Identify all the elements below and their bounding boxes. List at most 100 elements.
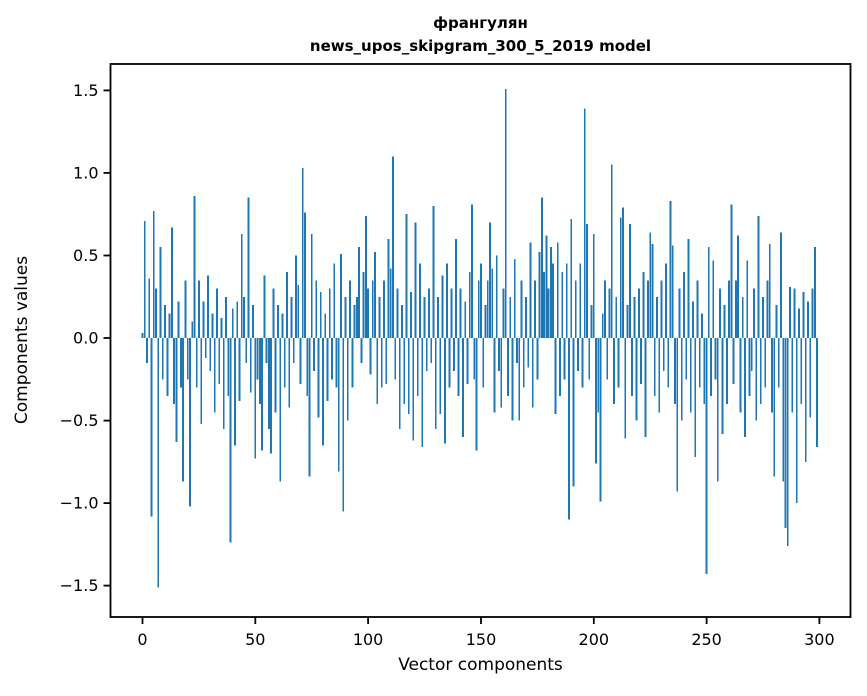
- bar: [780, 232, 782, 339]
- bar: [423, 296, 426, 339]
- bar: [346, 338, 349, 421]
- bar: [450, 288, 453, 339]
- bar: [306, 338, 309, 396]
- bar: [721, 338, 724, 434]
- bar: [613, 338, 615, 405]
- bar: [617, 338, 620, 388]
- bar: [464, 301, 467, 339]
- bar: [631, 338, 634, 396]
- bar: [457, 338, 460, 396]
- bar: [775, 305, 778, 339]
- bar: [349, 280, 351, 339]
- bar: [574, 280, 577, 339]
- bar: [669, 201, 672, 339]
- y-tick-label: 0.0: [73, 329, 98, 348]
- bar: [335, 338, 338, 388]
- bar: [665, 263, 667, 339]
- bar: [387, 238, 390, 339]
- bar: [719, 288, 721, 339]
- bar: [753, 288, 755, 339]
- bar: [405, 214, 408, 339]
- bar: [563, 338, 566, 380]
- chart-subtitle: news_upos_skipgram_300_5_2019 model: [309, 37, 652, 55]
- bar: [477, 280, 480, 339]
- bar: [633, 296, 636, 339]
- bar: [410, 291, 412, 339]
- bar: [795, 338, 798, 504]
- bar: [658, 338, 661, 413]
- bar: [378, 296, 381, 339]
- bar: [195, 338, 198, 388]
- bar: [730, 204, 733, 339]
- bar: [247, 197, 250, 339]
- bar: [649, 232, 652, 339]
- bar: [191, 321, 194, 339]
- bar: [538, 252, 541, 339]
- bar: [240, 234, 243, 339]
- bar: [428, 288, 430, 339]
- bar: [155, 288, 157, 339]
- bar: [667, 338, 670, 388]
- bar: [211, 313, 214, 339]
- bar: [762, 296, 764, 339]
- bar: [168, 313, 171, 339]
- bar: [270, 338, 273, 454]
- bar: [175, 338, 178, 443]
- bar: [443, 338, 446, 444]
- bar: [498, 338, 500, 372]
- bar: [267, 338, 270, 429]
- bar: [764, 338, 767, 388]
- bar: [552, 263, 555, 339]
- bar: [207, 275, 209, 339]
- bar: [182, 338, 185, 482]
- bar: [407, 338, 410, 414]
- bar: [353, 305, 356, 339]
- bar: [595, 338, 597, 464]
- x-tick-label: 300: [804, 630, 835, 649]
- bar: [716, 338, 719, 482]
- bar: [403, 338, 406, 405]
- bar: [146, 338, 148, 363]
- bar: [401, 305, 403, 339]
- bar: [227, 338, 230, 396]
- bar: [322, 338, 324, 446]
- bar: [396, 288, 399, 339]
- bar: [340, 253, 342, 339]
- bar: [216, 288, 218, 339]
- bar: [148, 278, 151, 339]
- bar: [504, 88, 507, 339]
- bar: [522, 338, 525, 388]
- bar: [516, 338, 518, 363]
- bar: [529, 242, 532, 339]
- bar: [295, 255, 297, 339]
- bar: [164, 305, 166, 339]
- bar: [549, 247, 552, 339]
- axis-ticks: [103, 89, 821, 624]
- bar: [473, 338, 476, 380]
- bar: [385, 338, 388, 385]
- bar: [299, 338, 302, 385]
- bar: [358, 247, 361, 339]
- bar: [441, 275, 444, 339]
- bar: [527, 338, 530, 368]
- bar: [152, 210, 155, 339]
- bar: [252, 305, 254, 339]
- bar: [446, 263, 449, 339]
- bar: [703, 338, 706, 405]
- bar: [315, 280, 318, 339]
- tick-labels: 0 50 100 150 200 250 300 1.5 1.0 0.5 0.0 −0.5 −1.0 −1…: [60, 81, 835, 649]
- bar: [592, 234, 595, 339]
- bar: [804, 338, 807, 462]
- bar: [791, 338, 794, 413]
- bar: [455, 238, 458, 339]
- bar: [376, 338, 379, 405]
- bar: [554, 338, 557, 414]
- bar: [525, 296, 527, 339]
- bar: [755, 338, 758, 421]
- bar: [656, 296, 658, 339]
- bar: [166, 338, 169, 396]
- bar: [789, 286, 791, 339]
- bar: [218, 338, 221, 385]
- bar: [274, 338, 277, 413]
